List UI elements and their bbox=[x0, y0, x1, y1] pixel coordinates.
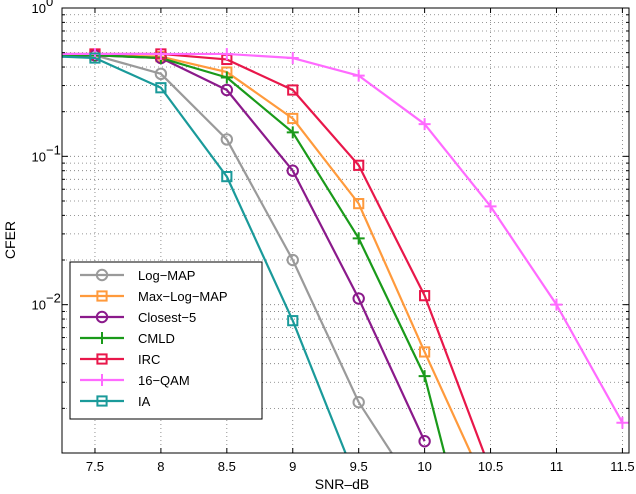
series-line bbox=[62, 52, 624, 424]
legend-item: Log−MAP bbox=[80, 268, 195, 283]
legend-label: Log−MAP bbox=[138, 268, 195, 283]
data-point bbox=[550, 298, 563, 311]
legend-marker bbox=[96, 353, 108, 365]
y-tick-label: 10 bbox=[32, 1, 46, 16]
data-point bbox=[220, 133, 234, 146]
legend-item: Closest−5 bbox=[80, 310, 196, 325]
x-tick-label: 11 bbox=[550, 459, 564, 474]
series-line bbox=[62, 54, 446, 453]
legend-marker bbox=[96, 374, 108, 386]
data-point bbox=[221, 171, 233, 183]
data-point bbox=[286, 52, 299, 65]
data-point bbox=[418, 118, 431, 131]
data-point bbox=[352, 292, 365, 305]
x-tick-label: 10.5 bbox=[478, 459, 503, 474]
y-axis-label: CFER bbox=[2, 221, 18, 259]
legend-label: Closest−5 bbox=[138, 310, 196, 325]
data-point bbox=[419, 290, 431, 302]
data-point bbox=[286, 126, 299, 139]
x-tick-label: 7.5 bbox=[86, 459, 104, 474]
data-point bbox=[418, 370, 431, 383]
data-point bbox=[418, 435, 431, 448]
x-tick-label: 8.5 bbox=[218, 459, 236, 474]
legend-marker bbox=[96, 290, 108, 302]
x-tick-label: 10 bbox=[417, 459, 431, 474]
data-point bbox=[419, 346, 431, 358]
data-point bbox=[352, 232, 365, 245]
data-point bbox=[286, 164, 299, 177]
data-point bbox=[220, 47, 233, 60]
data-point bbox=[353, 159, 365, 171]
y-tick-label: 10 bbox=[32, 298, 46, 313]
legend-marker bbox=[96, 395, 108, 407]
data-point bbox=[286, 253, 299, 267]
legend-marker bbox=[95, 268, 109, 282]
legend-label: Max−Log−MAP bbox=[138, 289, 228, 304]
x-tick-label: 11.5 bbox=[610, 459, 634, 474]
legend-item: 16−QAM bbox=[80, 373, 190, 388]
data-point bbox=[353, 198, 365, 210]
data-point bbox=[287, 315, 299, 327]
series-6 bbox=[62, 52, 347, 453]
legend-item: CMLD bbox=[80, 331, 175, 346]
series-layer bbox=[62, 47, 629, 453]
grid-lines bbox=[62, 8, 629, 453]
data-point bbox=[155, 82, 167, 94]
legend-label: CMLD bbox=[138, 331, 175, 346]
x-axis-label: SNR–dB bbox=[315, 476, 369, 492]
data-point bbox=[220, 71, 233, 84]
data-point bbox=[287, 84, 299, 96]
data-point bbox=[220, 83, 234, 97]
legend-item: Max−Log−MAP bbox=[80, 289, 228, 304]
x-tick-label: 9 bbox=[289, 459, 296, 474]
legend-marker bbox=[95, 310, 109, 324]
legend-marker bbox=[96, 332, 108, 344]
legend-label: IA bbox=[138, 394, 151, 409]
data-point bbox=[352, 396, 365, 409]
data-point bbox=[352, 69, 365, 82]
data-point bbox=[616, 416, 629, 429]
x-tick-label: 8 bbox=[157, 459, 164, 474]
y-tick-exponent: −2 bbox=[46, 291, 61, 306]
y-tick-exponent: −1 bbox=[46, 142, 61, 157]
legend-label: 16−QAM bbox=[138, 373, 190, 388]
data-point bbox=[154, 67, 168, 81]
legend: Log−MAP Max−Log−MAP Closest−5 CMLD IRC 16−QAM… bbox=[69, 261, 263, 420]
legend-item: IRC bbox=[80, 352, 160, 367]
axes bbox=[61, 7, 630, 454]
data-point bbox=[154, 47, 167, 60]
x-tick-label: 9.5 bbox=[350, 459, 368, 474]
legend-label: IRC bbox=[138, 352, 160, 367]
data-point bbox=[484, 200, 497, 213]
data-point bbox=[287, 112, 299, 125]
data-point bbox=[89, 52, 101, 64]
legend-item: IA bbox=[80, 394, 151, 409]
y-tick-label: 10 bbox=[32, 149, 46, 164]
y-tick-exponent: 0 bbox=[46, 0, 53, 9]
axes-frame bbox=[61, 7, 630, 454]
